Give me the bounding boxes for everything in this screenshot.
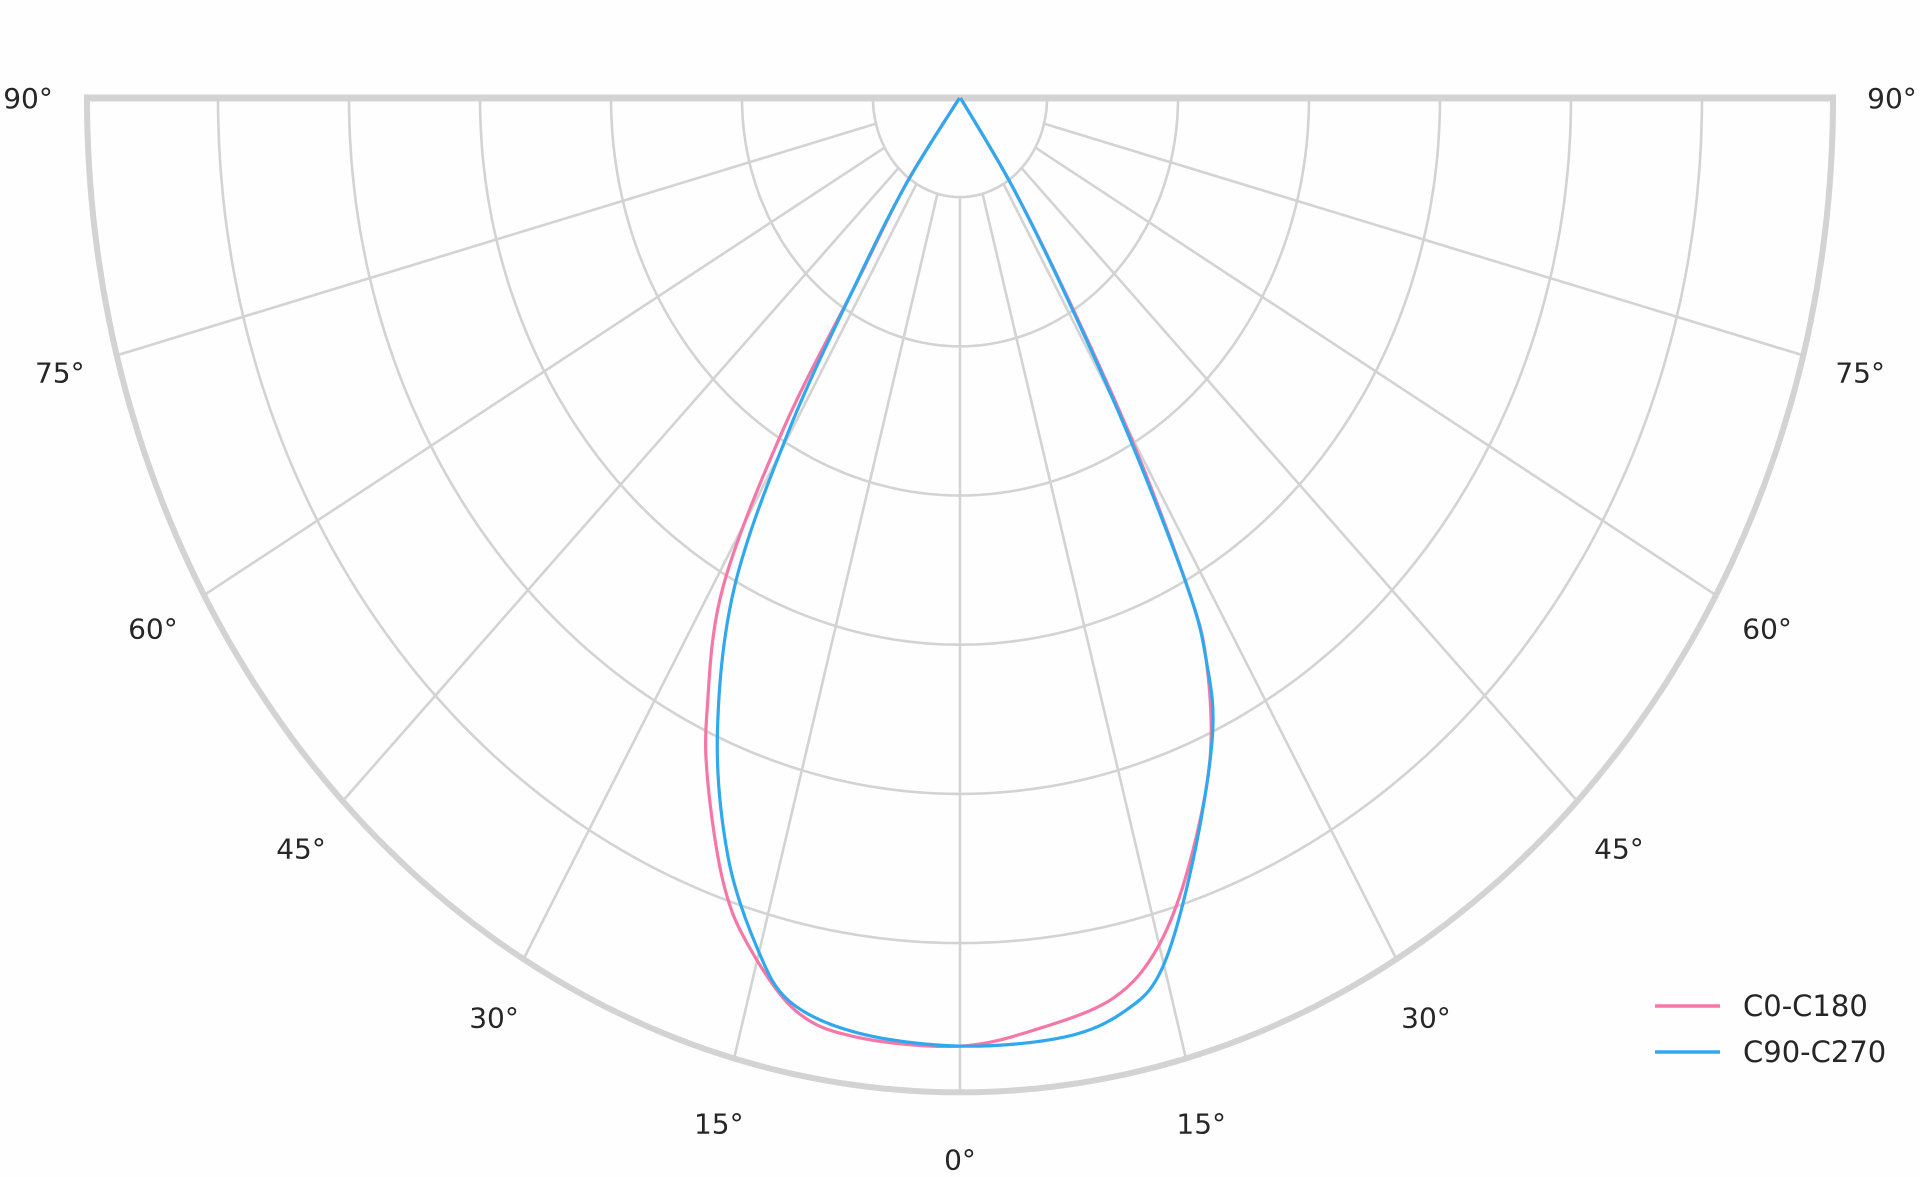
angle-label-left-15: 15° — [694, 1107, 744, 1140]
radial-grid-ring — [871, 98, 1049, 199]
angle-label-left-45: 45° — [276, 833, 326, 866]
angle-label-left-30: 30° — [469, 1001, 519, 1034]
legend-label-c90-c270: C90-C270 — [1743, 1035, 1886, 1069]
series-line-c90-c270 — [715, 97, 1215, 1048]
angle-label-right-45: 45° — [1594, 833, 1644, 866]
angular-grid-spoke — [1020, 167, 1579, 802]
angular-grid-spoke — [1043, 122, 1804, 357]
legend: C0-C180 C90-C270 — [1655, 989, 1886, 1069]
angular-grid-spoke — [522, 183, 918, 960]
angle-label-left-60: 60° — [128, 613, 178, 646]
angle-label-right-30: 30° — [1401, 1001, 1451, 1034]
legend-label-c0-c180: C0-C180 — [1743, 989, 1868, 1023]
angle-label-right-75: 75° — [1835, 357, 1885, 390]
angle-label-0: 0° — [944, 1143, 976, 1176]
outer-spine — [84, 97, 1836, 1096]
angular-grid-spoke — [341, 167, 900, 802]
angle-labels: 90° 90° 75° 75° 60° 60° 45° 45° 30° 30° 15° 15° 0° — [3, 82, 1917, 1176]
angular-grid-spoke — [203, 146, 886, 597]
curves — [703, 97, 1215, 1048]
angle-label-right-90: 90° — [1867, 82, 1917, 115]
angular-grid-spoke — [1034, 146, 1717, 597]
angular-grid-spoke — [732, 193, 939, 1059]
angle-label-right-60: 60° — [1742, 613, 1792, 646]
grid — [84, 94, 1836, 1096]
angle-label-left-75: 75° — [35, 357, 85, 390]
angular-grid-spoke — [116, 122, 877, 357]
angle-label-right-15: 15° — [1176, 1107, 1226, 1140]
angular-grid-spoke — [1002, 183, 1398, 960]
angular-grid-spoke — [981, 193, 1188, 1059]
angle-label-left-90: 90° — [3, 82, 53, 115]
